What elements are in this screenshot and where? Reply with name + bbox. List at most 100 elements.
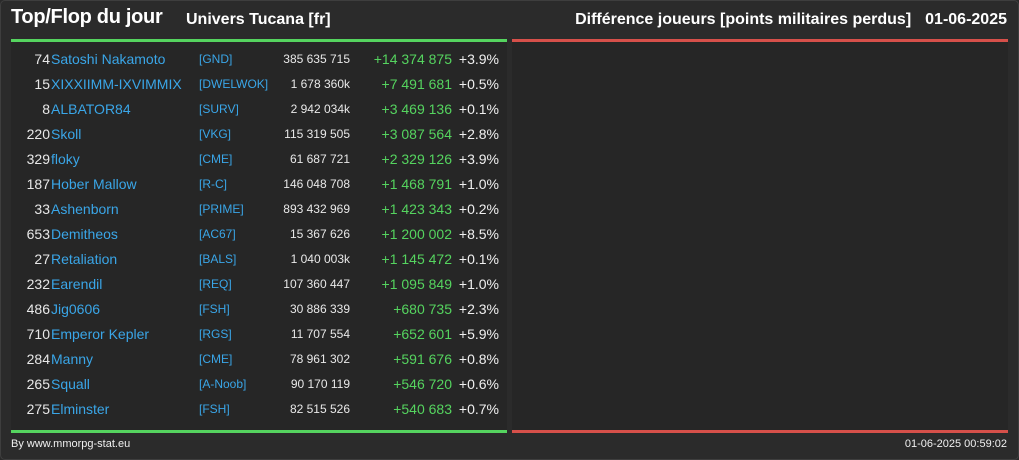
player-points: 78 961 302 bbox=[289, 352, 350, 366]
player-alliance-link[interactable]: [FSH] bbox=[199, 302, 230, 316]
player-name-link[interactable]: Demitheos bbox=[51, 226, 118, 242]
player-alliance-link[interactable]: [GND] bbox=[199, 52, 233, 66]
table-row: 74 Satoshi Nakamoto [GND] 385 635 715 +14 37… bbox=[11, 47, 507, 72]
player-name-link[interactable]: Retaliation bbox=[51, 251, 118, 267]
player-percent: +0.5% bbox=[458, 76, 499, 92]
universe-label: Univers Tucana [fr] bbox=[186, 11, 331, 28]
top-players-list: 74 Satoshi Nakamoto [GND] 385 635 715 +14 37… bbox=[11, 47, 507, 422]
player-name-link[interactable]: floky bbox=[51, 151, 80, 167]
player-name-link[interactable]: Jig0606 bbox=[51, 301, 101, 317]
player-alliance-link[interactable]: [SURV] bbox=[199, 102, 239, 116]
player-percent: +0.6% bbox=[458, 376, 499, 392]
player-percent: +3.9% bbox=[458, 151, 499, 167]
player-percent: +8.5% bbox=[458, 226, 499, 242]
player-points: 385 635 715 bbox=[283, 52, 350, 66]
player-rank: 187 bbox=[26, 176, 50, 192]
player-diff: +1 468 791 bbox=[381, 176, 452, 192]
player-alliance-link[interactable]: [R-C] bbox=[199, 177, 227, 191]
player-percent: +2.8% bbox=[458, 126, 499, 142]
player-diff: +1 095 849 bbox=[381, 276, 452, 292]
player-percent: +0.1% bbox=[458, 251, 499, 267]
table-row: 33 Ashenborn [PRIME] 893 432 969 +1 423 343 +… bbox=[11, 197, 507, 222]
player-points: 893 432 969 bbox=[283, 202, 350, 216]
player-name-link[interactable]: Manny bbox=[51, 351, 94, 367]
player-diff: +652 601 bbox=[393, 326, 452, 342]
player-alliance-link[interactable]: [CME] bbox=[199, 352, 233, 366]
player-diff: +3 469 136 bbox=[381, 101, 452, 117]
table-row: 265 Squall [A-Noob] 90 170 119 +546 720 +0.6% bbox=[11, 372, 507, 397]
metric-header: Différence joueurs [points militaires pe… bbox=[575, 11, 1007, 29]
player-alliance-link[interactable]: [PRIME] bbox=[199, 202, 244, 216]
player-diff: +591 676 bbox=[393, 351, 452, 367]
player-name-link[interactable]: Elminster bbox=[51, 401, 110, 417]
player-name-link[interactable]: Skoll bbox=[51, 126, 82, 142]
page-title: Top/Flop du jour bbox=[11, 6, 163, 28]
player-points: 11 707 554 bbox=[290, 327, 350, 341]
player-alliance-link[interactable]: [CME] bbox=[199, 152, 233, 166]
player-percent: +3.9% bbox=[458, 51, 499, 67]
player-alliance-link[interactable]: [A-Noob] bbox=[199, 377, 247, 391]
footer-timestamp: 01-06-2025 00:59:02 bbox=[904, 438, 1007, 450]
player-points: 30 886 339 bbox=[289, 302, 350, 316]
table-row: 486 Jig0606 [FSH] 30 886 339 +680 735 +2.3% bbox=[11, 297, 507, 322]
player-percent: +0.2% bbox=[458, 201, 499, 217]
player-rank: 232 bbox=[26, 276, 50, 292]
player-rank: 265 bbox=[26, 376, 50, 392]
header-date: 01-06-2025 bbox=[925, 11, 1007, 28]
player-percent: +1.0% bbox=[458, 276, 499, 292]
table-row: 653 Demitheos [AC67] 15 367 626 +1 200 002 +8… bbox=[11, 222, 507, 247]
player-name-link[interactable]: Squall bbox=[51, 376, 90, 392]
player-diff: +7 491 681 bbox=[381, 76, 452, 92]
player-rank: 33 bbox=[34, 201, 50, 217]
player-points: 61 687 721 bbox=[289, 152, 350, 166]
top-panel-top-bar bbox=[11, 39, 507, 42]
player-alliance-link[interactable]: [RGS] bbox=[199, 327, 232, 341]
player-rank: 220 bbox=[26, 126, 50, 142]
player-diff: +1 145 472 bbox=[381, 251, 452, 267]
player-name-link[interactable]: Emperor Kepler bbox=[51, 326, 150, 342]
player-name-link[interactable]: Satoshi Nakamoto bbox=[51, 51, 166, 67]
player-name-link[interactable]: ALBATOR84 bbox=[51, 101, 131, 117]
player-percent: +0.1% bbox=[458, 101, 499, 117]
player-rank: 15 bbox=[34, 76, 50, 92]
player-percent: +0.8% bbox=[458, 351, 499, 367]
metric-label: Différence joueurs [points militaires pe… bbox=[575, 11, 912, 28]
player-rank: 329 bbox=[26, 151, 50, 167]
footer-credit[interactable]: By www.mmorpg-stat.eu bbox=[11, 438, 131, 450]
player-rank: 275 bbox=[26, 401, 50, 417]
table-row: 8 ALBATOR84 [SURV] 2 942 034k +3 469 136 +0.1… bbox=[11, 97, 507, 122]
player-alliance-link[interactable]: [VKG] bbox=[199, 127, 232, 141]
table-row: 710 Emperor Kepler [RGS] 11 707 554 +652 601… bbox=[11, 322, 507, 347]
player-diff: +680 735 bbox=[393, 301, 452, 317]
player-percent: +0.7% bbox=[458, 401, 499, 417]
flop-panel-bottom-bar bbox=[512, 430, 1008, 433]
table-row: 232 Earendil [REQ] 107 360 447 +1 095 849 +1.… bbox=[11, 272, 507, 297]
player-diff: +540 683 bbox=[393, 401, 452, 417]
player-rank: 653 bbox=[26, 226, 50, 242]
player-points: 146 048 708 bbox=[283, 177, 350, 191]
player-name-link[interactable]: Hober Mallow bbox=[51, 176, 137, 192]
player-points: 1 040 003k bbox=[290, 252, 350, 266]
flop-panel-top-bar bbox=[512, 39, 1008, 42]
player-name-link[interactable]: Earendil bbox=[51, 276, 103, 292]
player-percent: +2.3% bbox=[458, 301, 499, 317]
player-points: 115 319 505 bbox=[284, 127, 350, 141]
player-rank: 486 bbox=[26, 301, 50, 317]
player-alliance-link[interactable]: [DWELWOK] bbox=[199, 77, 269, 91]
player-alliance-link[interactable]: [AC67] bbox=[199, 227, 236, 241]
player-name-link[interactable]: XIXXIIMM-IXVIMMIX bbox=[51, 76, 182, 92]
player-diff: +1 200 002 bbox=[381, 226, 452, 242]
player-points: 90 170 119 bbox=[290, 377, 350, 391]
player-rank: 27 bbox=[34, 251, 50, 267]
player-points: 107 360 447 bbox=[283, 277, 350, 291]
player-alliance-link[interactable]: [BALS] bbox=[199, 252, 237, 266]
player-rank: 284 bbox=[26, 351, 50, 367]
player-diff: +3 087 564 bbox=[381, 126, 452, 142]
table-row: 284 Manny [CME] 78 961 302 +591 676 +0.8% bbox=[11, 347, 507, 372]
player-alliance-link[interactable]: [FSH] bbox=[199, 402, 230, 416]
table-row: 275 Elminster [FSH] 82 515 526 +540 683 +0.7% bbox=[11, 397, 507, 422]
player-points: 82 515 526 bbox=[289, 402, 350, 416]
player-rank: 74 bbox=[34, 51, 50, 67]
player-name-link[interactable]: Ashenborn bbox=[51, 201, 119, 217]
player-alliance-link[interactable]: [REQ] bbox=[199, 277, 232, 291]
